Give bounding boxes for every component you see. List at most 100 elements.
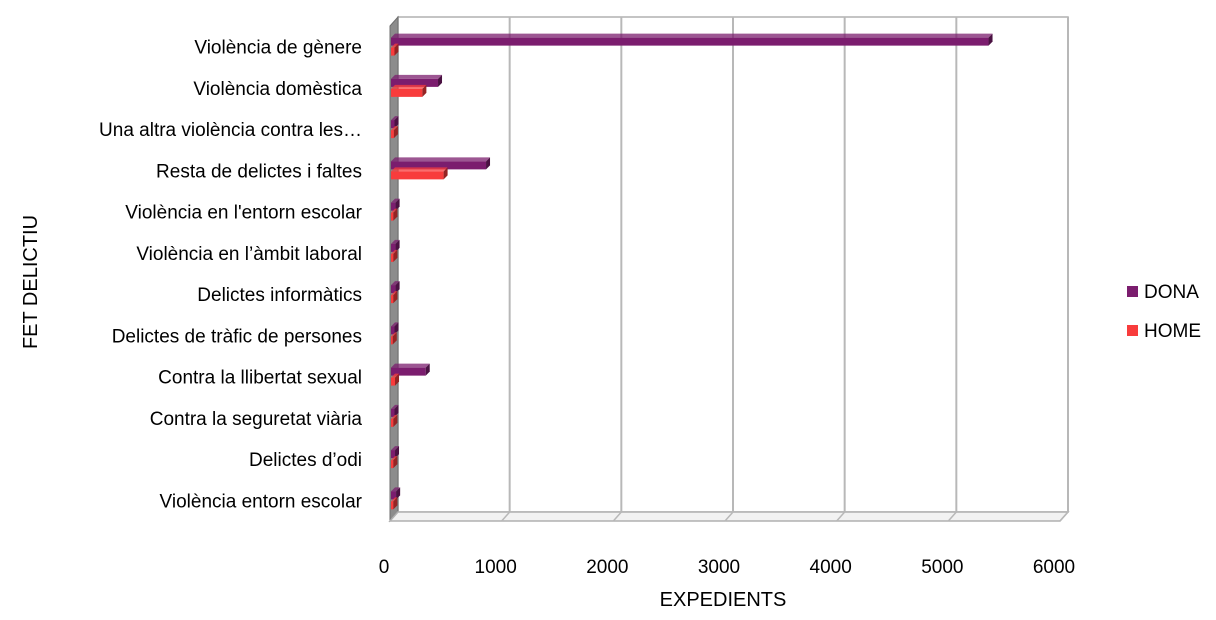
bar-dona (391, 322, 399, 335)
bar-front (391, 367, 426, 376)
x-tick-label: 2000 (586, 557, 628, 578)
bar-top (391, 249, 398, 254)
bar-top (391, 414, 398, 419)
bar-top (391, 208, 398, 213)
bar-top (391, 497, 398, 502)
bar-front (391, 450, 396, 459)
y-tick-label: Una altra violència contra les… (99, 120, 362, 141)
plot-area (388, 15, 1070, 523)
bar-top (391, 43, 399, 48)
bar-front (391, 161, 487, 170)
y-tick-label: Delictes de tràfic de persones (112, 326, 362, 347)
bar-top (391, 116, 399, 121)
gridline-floor (947, 511, 957, 522)
bar-home (391, 167, 448, 180)
bar-top (391, 332, 397, 337)
bar-front (391, 212, 394, 221)
bar-front (391, 418, 394, 427)
y-tick-label: Violència entorn escolar (160, 491, 363, 512)
bar-dona (391, 239, 400, 252)
y-tick-label: Violència en l’àmbit laboral (136, 244, 362, 265)
bar-end (394, 116, 399, 129)
bar-end (393, 208, 398, 221)
bar-top (391, 446, 400, 451)
y-axis-tick-labels: Violència de gènere Violència domèstica Un… (99, 38, 363, 513)
bar-end (988, 33, 993, 46)
bar-home (391, 208, 398, 221)
bar-top (391, 33, 993, 38)
bar-end (392, 332, 397, 345)
bar-end (393, 249, 398, 262)
bar-end (395, 198, 400, 211)
bar-end (395, 373, 400, 386)
x-axis-title: EXPEDIENTS (660, 589, 787, 611)
bar-top (391, 126, 398, 131)
bar-end (395, 239, 400, 252)
bar-front (391, 253, 394, 262)
bar-top (391, 157, 491, 162)
bar-end (393, 497, 398, 510)
gridline-floor (724, 511, 734, 522)
bar-dona (391, 157, 491, 170)
bar-home (391, 414, 398, 427)
bar-top (391, 291, 398, 296)
bar-front (391, 88, 423, 97)
x-tick-label: 6000 (1033, 557, 1075, 578)
bar-front (391, 501, 394, 510)
bar-front (391, 120, 395, 129)
bar-front (391, 47, 395, 56)
bar-home (391, 497, 398, 510)
bar-top (391, 404, 399, 409)
x-axis-tick-labels: 0 1000 2000 3000 4000 5000 6000 (379, 557, 1075, 578)
bar-front (391, 336, 393, 345)
bar-end (393, 291, 398, 304)
bar-top (391, 198, 400, 203)
bar-front (391, 491, 397, 500)
bar-end (393, 126, 398, 139)
bar-end (438, 74, 443, 87)
bar-home (391, 456, 398, 469)
x-tick-label: 4000 (810, 557, 852, 578)
bar-home (391, 249, 398, 262)
bar-home (391, 291, 398, 304)
bar-end (396, 487, 401, 500)
legend-label: HOME (1144, 321, 1201, 342)
bar-front (391, 408, 395, 417)
y-tick-label: Resta de delictes i faltes (156, 161, 362, 182)
bar-front (391, 78, 439, 87)
y-tick-label: Violència domèstica (193, 79, 362, 100)
y-tick-label: Contra la llibertat sexual (158, 368, 362, 389)
bar-top (391, 281, 400, 286)
y-axis-title: FET DELICTIU (20, 215, 42, 349)
legend: DONA HOME (1127, 282, 1201, 342)
bar-end (394, 404, 399, 417)
bar-dona (391, 116, 399, 129)
bars (391, 33, 993, 510)
bar-end (393, 414, 398, 427)
bar-end (425, 363, 430, 376)
bar-top (391, 239, 400, 244)
bar-front (391, 377, 396, 386)
bar-dona (391, 198, 400, 211)
bar-dona (391, 33, 993, 46)
bar-end (486, 157, 491, 170)
bar-end (443, 167, 448, 180)
gridline-floor (1059, 511, 1069, 522)
bar-home (391, 43, 399, 56)
y-tick-label: Violència en l'entorn escolar (125, 203, 362, 224)
y-tick-label: Contra la seguretat viària (150, 409, 363, 430)
legend-label: DONA (1144, 282, 1199, 303)
bar-front (391, 285, 396, 294)
bar-end (394, 43, 399, 56)
gridline-floor (501, 511, 511, 522)
bar-top (391, 487, 401, 492)
bar-dona (391, 281, 400, 294)
bar-front (391, 37, 989, 46)
bar-front (391, 460, 394, 469)
bar-top (391, 74, 443, 79)
bar-front (391, 202, 396, 211)
y-tick-label: Delictes d’odi (249, 450, 362, 471)
legend-swatch (1127, 325, 1138, 336)
bar-home (391, 373, 400, 386)
